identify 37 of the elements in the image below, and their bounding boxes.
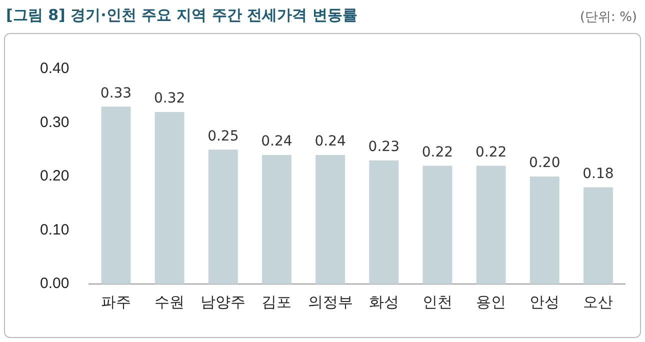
data-label: 0.25 bbox=[208, 128, 239, 144]
data-label: 0.24 bbox=[314, 134, 346, 150]
data-label: 0.32 bbox=[154, 90, 186, 107]
bar bbox=[316, 155, 346, 284]
y-tick-label: 0.30 bbox=[40, 114, 70, 131]
y-tick-label: 0.40 bbox=[40, 60, 70, 78]
y-tick-label: 0.10 bbox=[40, 221, 70, 238]
x-tick-label: 의정부 bbox=[308, 294, 353, 312]
data-label: 0.22 bbox=[475, 144, 507, 160]
x-tick-label: 남양주 bbox=[200, 294, 246, 312]
data-label: 0.23 bbox=[368, 139, 400, 156]
bar bbox=[422, 166, 452, 284]
bar bbox=[208, 150, 238, 284]
x-tick-label: 안성 bbox=[530, 294, 560, 312]
y-tick-label: 0.00 bbox=[40, 275, 70, 292]
text: (단위: %) bbox=[580, 9, 637, 26]
x-tick-label: 용인 bbox=[476, 294, 506, 312]
x-tick-label: 화성 bbox=[368, 294, 399, 312]
bar bbox=[583, 187, 613, 284]
data-label: 0.18 bbox=[582, 166, 614, 182]
bar bbox=[101, 106, 131, 284]
x-tick-label: 오산 bbox=[583, 294, 614, 312]
bar bbox=[476, 166, 506, 284]
data-label: 0.24 bbox=[261, 134, 292, 150]
x-tick-label: 인천 bbox=[422, 294, 452, 312]
bar bbox=[262, 155, 292, 284]
data-label: 0.33 bbox=[100, 85, 132, 102]
bar bbox=[369, 160, 399, 284]
bar bbox=[154, 112, 184, 284]
x-tick-label: 김포 bbox=[262, 294, 292, 312]
x-tick-label: 파주 bbox=[100, 294, 131, 312]
y-tick-label: 0.20 bbox=[40, 168, 70, 185]
data-label: 0.22 bbox=[422, 144, 454, 160]
data-label: 0.20 bbox=[529, 155, 560, 172]
bar bbox=[530, 176, 560, 284]
x-tick-label: 수원 bbox=[154, 294, 185, 312]
chart-title: [그림 8] 경기·인천 주요 지역 주간 전세가격 변동률 bbox=[6, 6, 358, 25]
